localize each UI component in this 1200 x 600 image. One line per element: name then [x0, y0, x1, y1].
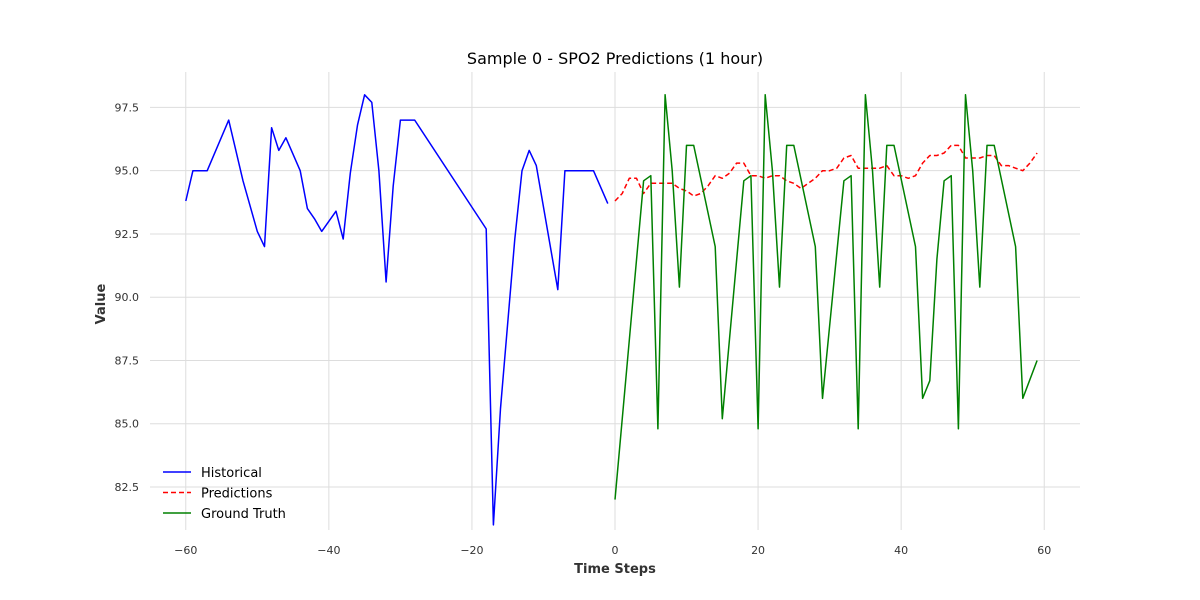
x-axis-ticks: −60 −40 −20 0 20 40 60	[174, 544, 1051, 557]
y-axis-ticks: 82.5 85.0 87.5 90.0 92.5 95.0 97.5	[115, 101, 140, 494]
x-tick-label: 20	[751, 544, 765, 557]
y-tick-label: 90.0	[115, 291, 140, 304]
x-tick-label: 40	[894, 544, 908, 557]
y-tick-label: 97.5	[115, 101, 140, 114]
x-tick-label: −60	[174, 544, 197, 557]
y-tick-label: 85.0	[115, 418, 140, 431]
series-layer	[185, 94, 1038, 526]
y-tick-label: 82.5	[115, 481, 140, 494]
x-tick-label: −40	[317, 544, 340, 557]
chart-title: Sample 0 - SPO2 Predictions (1 hour)	[467, 49, 763, 68]
series-line-historical	[185, 94, 609, 526]
grid	[150, 72, 1080, 530]
legend-label-ground-truth: Ground Truth	[201, 507, 286, 522]
y-axis-label: Value	[94, 283, 109, 324]
legend-label-predictions: Predictions	[201, 487, 273, 502]
y-tick-label: 95.0	[115, 165, 140, 178]
legend: Historical Predictions Ground Truth	[163, 466, 286, 522]
x-tick-label: 0	[612, 544, 619, 557]
x-tick-label: 60	[1037, 544, 1051, 557]
series-line-ground-truth	[614, 94, 1038, 500]
legend-label-historical: Historical	[201, 466, 262, 481]
x-tick-label: −20	[460, 544, 483, 557]
x-axis-label: Time Steps	[574, 562, 656, 577]
y-tick-label: 92.5	[115, 228, 140, 241]
series-line-predictions	[614, 144, 1038, 202]
y-tick-label: 87.5	[115, 354, 140, 367]
